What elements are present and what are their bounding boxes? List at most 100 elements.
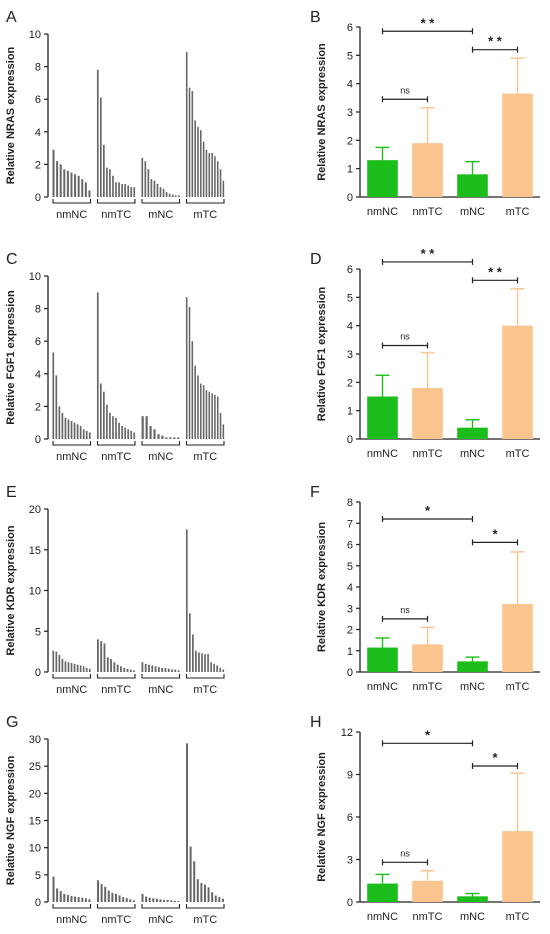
group-bracket [52,199,92,204]
chart-panel-f: F 0 1 2 3 4 5 6 7 8 Relative KDR expression nmNC nmT… [310,484,540,693]
sample-bar [186,743,189,902]
sample-bar [66,170,69,197]
sample-bar [157,434,160,439]
group-bracket [96,441,136,446]
sample-bar [188,87,191,197]
sample-bar [200,882,203,902]
sample-bar [88,190,91,197]
y-axis-title: Relative NRAS expression [316,43,328,181]
y-tick-label: 30 [29,734,41,746]
sample-bar [106,657,109,672]
group-label: mTC [193,451,217,463]
y-axis-title: Relative KDR expression [316,522,328,652]
group-label: nmTC [101,914,131,926]
sample-bar [52,352,55,439]
sample-bar [200,130,202,197]
sample-bar [88,668,91,672]
sample-bar [159,899,162,902]
y-tick-label: 5 [35,626,41,638]
sample-bar [100,884,103,902]
sample-bar [61,658,64,672]
y-tick-label: 2 [35,159,41,171]
sample-bar [219,169,222,197]
panel-letter: D [310,251,322,268]
significance-label: ns [400,85,410,95]
y-tick-label: 7 [347,518,353,530]
category-label: mTC [506,206,530,218]
y-tick-label: 8 [347,497,353,509]
significance-label: * [425,503,431,518]
sample-bar [174,669,177,672]
sample-bar [122,897,125,902]
sample-bar [155,898,158,902]
sample-bar [145,416,148,439]
sample-bar [73,663,76,672]
sample-bar [154,666,157,672]
chart-panel-b: B 0 1 2 3 4 5 6 Relative NRAS expression nmNC nmTC… [310,9,540,218]
mean-bar [412,143,443,197]
sample-bar [207,887,210,902]
sample-bar [99,383,102,439]
sample-bar [115,417,117,439]
sample-bar [114,893,117,902]
sample-bar [174,195,177,197]
sample-bar [132,900,135,902]
sample-bar [159,187,162,197]
chart-panel-e: E 0 5 10 15 20 Relative KDR expression nmNC nmTC… [5,484,225,696]
panel-letter: F [310,484,320,501]
group-label: mNC [148,684,173,696]
y-tick-label: 0 [347,667,353,679]
sample-bar [79,665,82,672]
sample-bar [66,894,69,902]
sample-bar [82,429,85,439]
category-label: mTC [506,681,530,693]
sample-bar [194,120,196,197]
sample-bar [77,175,80,197]
sample-bar [56,161,59,197]
y-tick-label: 4 [347,79,353,91]
sample-bar [103,643,106,672]
sample-bar [85,430,88,439]
group-bracket [52,674,92,679]
significance-label: * [492,526,498,541]
sample-bar [165,437,168,439]
sample-bar [88,432,91,439]
sample-bar [161,435,164,439]
y-tick-label: 6 [35,336,41,348]
category-label: mNC [460,911,485,923]
y-tick-label: 4 [347,321,353,333]
sample-bar [81,179,84,197]
sample-bar [88,899,91,902]
group-bracket [185,199,225,204]
mean-bar [412,880,443,902]
sample-bar [148,664,150,672]
significance-label: * * [421,246,436,261]
y-tick-label: 0 [347,434,353,446]
sample-bar [203,884,206,902]
y-tick-label: 5 [35,870,41,882]
group-bracket [141,904,181,909]
sample-bar [141,157,144,197]
sample-bar [118,182,120,197]
sample-bar [162,188,165,197]
chart-panel-d: D 0 1 2 3 4 5 6 Relative FGF1 expression nmNC nmTC… [310,246,540,460]
sample-bar [112,416,114,439]
sample-bar [100,641,103,672]
category-label: nmNC [367,681,398,693]
sample-bar [115,182,117,197]
sample-bar [207,654,209,672]
sample-bar [211,152,213,197]
y-tick-label: 10 [29,271,41,283]
sample-bar [156,183,159,197]
group-bracket [185,674,225,679]
sample-bar [63,169,66,197]
category-label: nmNC [367,206,398,218]
sample-bar [64,417,67,439]
sample-bar [84,898,87,902]
panel-letter: G [6,714,18,731]
panel-letter: C [6,251,18,268]
sample-bar [170,900,173,902]
sample-bar [141,662,144,672]
sample-bar [216,161,219,197]
significance-label: * [425,727,431,742]
